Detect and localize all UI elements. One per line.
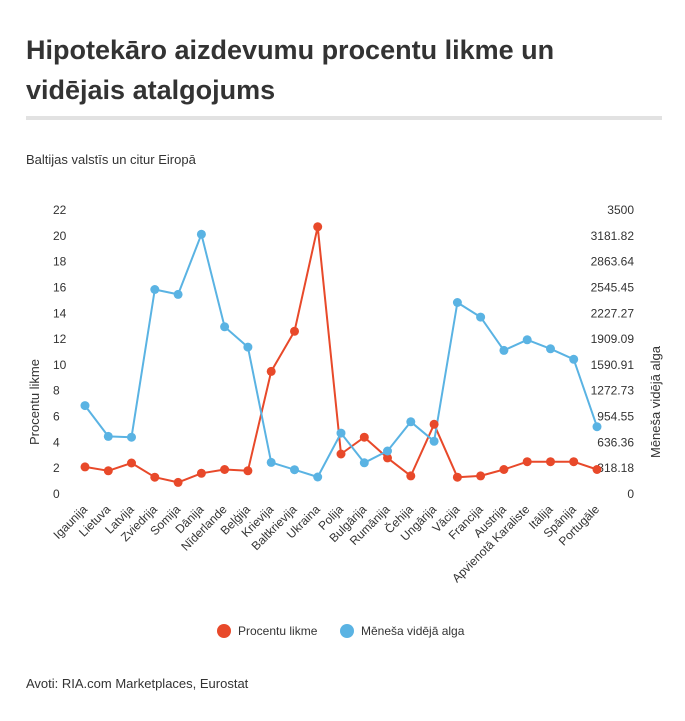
left-tick-label: 22 <box>53 203 67 217</box>
data-point-rate[interactable] <box>127 458 136 468</box>
left-axis-ticks: 0 2 4 6 8 10 12 14 16 18 20 22 <box>53 203 67 501</box>
legend-marker <box>217 624 231 638</box>
data-point-wage[interactable] <box>476 312 486 322</box>
left-tick-label: 16 <box>53 280 67 294</box>
data-point-rate[interactable] <box>383 453 392 463</box>
legend-marker <box>340 624 354 638</box>
left-tick-label: 20 <box>53 229 67 243</box>
right-tick-label: 1590.91 <box>591 358 635 372</box>
right-tick-label: 954.55 <box>597 410 634 424</box>
data-point-rate[interactable] <box>569 457 579 467</box>
legend-label: Mēneša vidējā alga <box>361 624 465 638</box>
data-point-wage[interactable] <box>150 285 160 294</box>
data-point-rate[interactable] <box>80 462 90 472</box>
data-point-wage[interactable] <box>266 457 276 467</box>
data-point-rate[interactable] <box>336 449 346 459</box>
right-tick-label: 1272.73 <box>591 384 635 398</box>
data-point-rate[interactable] <box>429 419 439 429</box>
data-point-rate[interactable] <box>173 477 183 487</box>
data-point-rate[interactable] <box>103 466 113 476</box>
left-axis-title: Procentu likme <box>27 359 42 445</box>
right-tick-label: 3500 <box>607 203 634 217</box>
data-point-wage[interactable] <box>406 417 416 427</box>
chart-subtitle: Baltijas valstīs un citur Eiropā <box>26 152 196 167</box>
data-point-wage[interactable] <box>173 289 183 299</box>
data-point-rate[interactable] <box>476 471 486 481</box>
x-axis-ticks: IgaunijaLietuvaLatvijaZviedrijaSomijaDān… <box>50 501 602 585</box>
data-point-wage[interactable] <box>359 458 369 468</box>
series-line-rate <box>84 225 598 484</box>
data-point-rate[interactable] <box>220 465 230 474</box>
data-point-wage[interactable] <box>103 431 113 441</box>
right-tick-label: 0 <box>627 487 634 501</box>
data-point-wage[interactable] <box>127 432 136 442</box>
data-point-rate[interactable] <box>266 366 276 376</box>
data-point-wage[interactable] <box>336 428 346 438</box>
left-tick-label: 6 <box>53 410 60 424</box>
data-point-rate[interactable] <box>522 457 532 467</box>
data-point-wage[interactable] <box>499 345 509 355</box>
data-point-rate[interactable] <box>452 472 462 482</box>
data-point-rate[interactable] <box>313 222 323 232</box>
title-divider <box>26 116 662 120</box>
right-tick-label: 2863.64 <box>591 255 635 269</box>
data-point-rate[interactable] <box>406 471 416 481</box>
legend: Procentu likme Mēneša vidējā alga <box>217 624 465 638</box>
series-layer <box>80 222 602 487</box>
data-point-rate[interactable] <box>499 465 509 474</box>
right-tick-label: 636.36 <box>597 435 634 449</box>
right-axis-title: Mēneša vidējā alga <box>648 345 663 458</box>
data-point-rate[interactable] <box>243 466 253 476</box>
data-point-wage[interactable] <box>196 229 206 239</box>
left-tick-label: 18 <box>53 255 67 269</box>
data-point-rate[interactable] <box>546 457 555 467</box>
right-axis-ticks: 0 318.18 636.36 954.55 1272.73 1590.91 1909.09… <box>591 203 635 501</box>
left-tick-label: 2 <box>53 461 60 475</box>
data-point-wage[interactable] <box>313 472 323 482</box>
data-point-rate[interactable] <box>290 326 299 336</box>
right-tick-label: 2227.27 <box>591 306 635 320</box>
data-point-rate[interactable] <box>150 472 160 482</box>
left-tick-label: 4 <box>53 435 60 449</box>
data-point-wage[interactable] <box>290 465 299 475</box>
data-point-wage[interactable] <box>80 401 90 411</box>
right-tick-label: 3181.82 <box>591 229 635 243</box>
left-tick-label: 0 <box>53 487 60 501</box>
data-point-rate[interactable] <box>359 432 369 442</box>
data-point-wage[interactable] <box>569 354 579 364</box>
left-tick-label: 8 <box>53 384 60 398</box>
right-tick-label: 2545.45 <box>591 280 635 294</box>
data-point-wage[interactable] <box>220 322 230 332</box>
chart-title: Hipotekāro aizdevumu procentu likme un v… <box>26 35 555 105</box>
data-point-rate[interactable] <box>196 468 206 478</box>
data-point-wage[interactable] <box>383 446 392 456</box>
series-line-wage <box>84 233 598 478</box>
left-tick-label: 12 <box>53 332 67 346</box>
data-point-wage[interactable] <box>243 342 253 352</box>
source-note: Avoti: RIA.com Marketplaces, Eurostat <box>26 676 249 691</box>
data-point-wage[interactable] <box>546 344 555 354</box>
right-tick-label: 1909.09 <box>591 332 635 346</box>
data-point-rate[interactable] <box>592 465 602 474</box>
left-tick-label: 10 <box>53 358 67 372</box>
left-tick-label: 14 <box>53 306 67 320</box>
data-point-wage[interactable] <box>452 298 462 307</box>
data-point-wage[interactable] <box>522 335 532 345</box>
legend-label: Procentu likme <box>238 624 318 638</box>
right-tick-label: 318.18 <box>597 461 634 475</box>
data-point-wage[interactable] <box>592 422 602 432</box>
data-point-wage[interactable] <box>429 436 439 446</box>
